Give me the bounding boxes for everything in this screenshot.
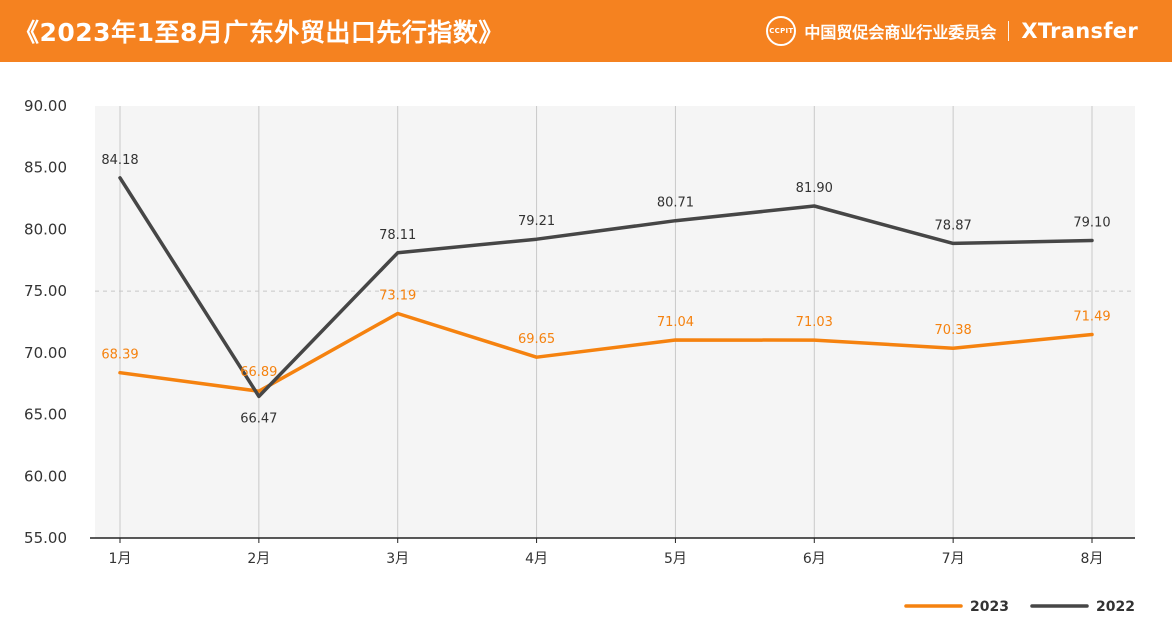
legend-label-2022: 2022 (1096, 599, 1135, 615)
x-tick-label: 6月 (803, 551, 826, 567)
data-label-2022: 66.47 (240, 411, 277, 426)
legend-label-2023: 2023 (970, 599, 1009, 615)
x-tick-label: 2月 (247, 551, 270, 567)
y-tick-label: 75.00 (24, 282, 67, 300)
data-label-2022: 78.11 (379, 228, 416, 243)
data-label-2023: 70.38 (935, 323, 972, 338)
x-tick-label: 5月 (664, 551, 687, 567)
data-label-2022: 79.10 (1073, 216, 1110, 231)
line-chart: 55.00 60.00 65.00 70.00 75.00 80.00 85.00 90.00… (24, 97, 1135, 615)
data-label-2023: 71.04 (657, 315, 694, 330)
x-tick-label: 8月 (1081, 551, 1104, 567)
y-tick-label: 60.00 (24, 467, 67, 485)
x-tick-label: 4月 (525, 551, 548, 567)
data-label-2023: 69.65 (518, 332, 555, 347)
y-tick-label: 90.00 (24, 97, 67, 115)
y-tick-label: 55.00 (24, 529, 67, 547)
data-label-2022: 80.71 (657, 196, 694, 211)
x-tick-label: 3月 (386, 551, 409, 567)
header-bar: 《2023年1至8月广东外贸出口先行指数》 CCPIT 中国贸促会商业行业委员会… (0, 0, 1172, 62)
y-tick-label: 70.00 (24, 344, 67, 362)
data-label-2023: 71.49 (1073, 309, 1110, 324)
x-tick-label: 1月 (109, 551, 132, 567)
y-tick-label: 65.00 (24, 406, 67, 424)
data-label-2022: 78.87 (935, 218, 972, 233)
series-line-2022 (118, 176, 1094, 399)
data-label-2022: 84.18 (101, 153, 138, 168)
brand-group: CCPIT 中国贸促会商业行业委员会 XTransfer (766, 16, 1138, 46)
y-tick-label: 80.00 (24, 220, 67, 238)
chart-title: 《2023年1至8月广东外贸出口先行指数》 (14, 18, 504, 47)
data-label-2022: 79.21 (518, 214, 555, 229)
plot-background (95, 106, 1135, 538)
ccpit-logo-text: CCPIT (769, 27, 794, 35)
brand-divider (1008, 21, 1010, 41)
ccpit-logo: CCPIT (766, 16, 797, 46)
data-label-2023: 73.19 (379, 288, 416, 303)
series-line-2023 (118, 311, 1094, 393)
y-tick-label: 85.00 (24, 159, 67, 177)
x-tick-label: 7月 (942, 551, 965, 567)
org-name: 中国贸促会商业行业委员会 (804, 23, 997, 42)
data-label-2023: 71.03 (796, 315, 833, 330)
data-label-2023: 68.39 (101, 348, 138, 363)
xtransfer-logo: XTransfer (1021, 19, 1138, 43)
data-label-2023: 66.89 (240, 365, 277, 380)
data-label-2022: 81.90 (796, 181, 833, 196)
